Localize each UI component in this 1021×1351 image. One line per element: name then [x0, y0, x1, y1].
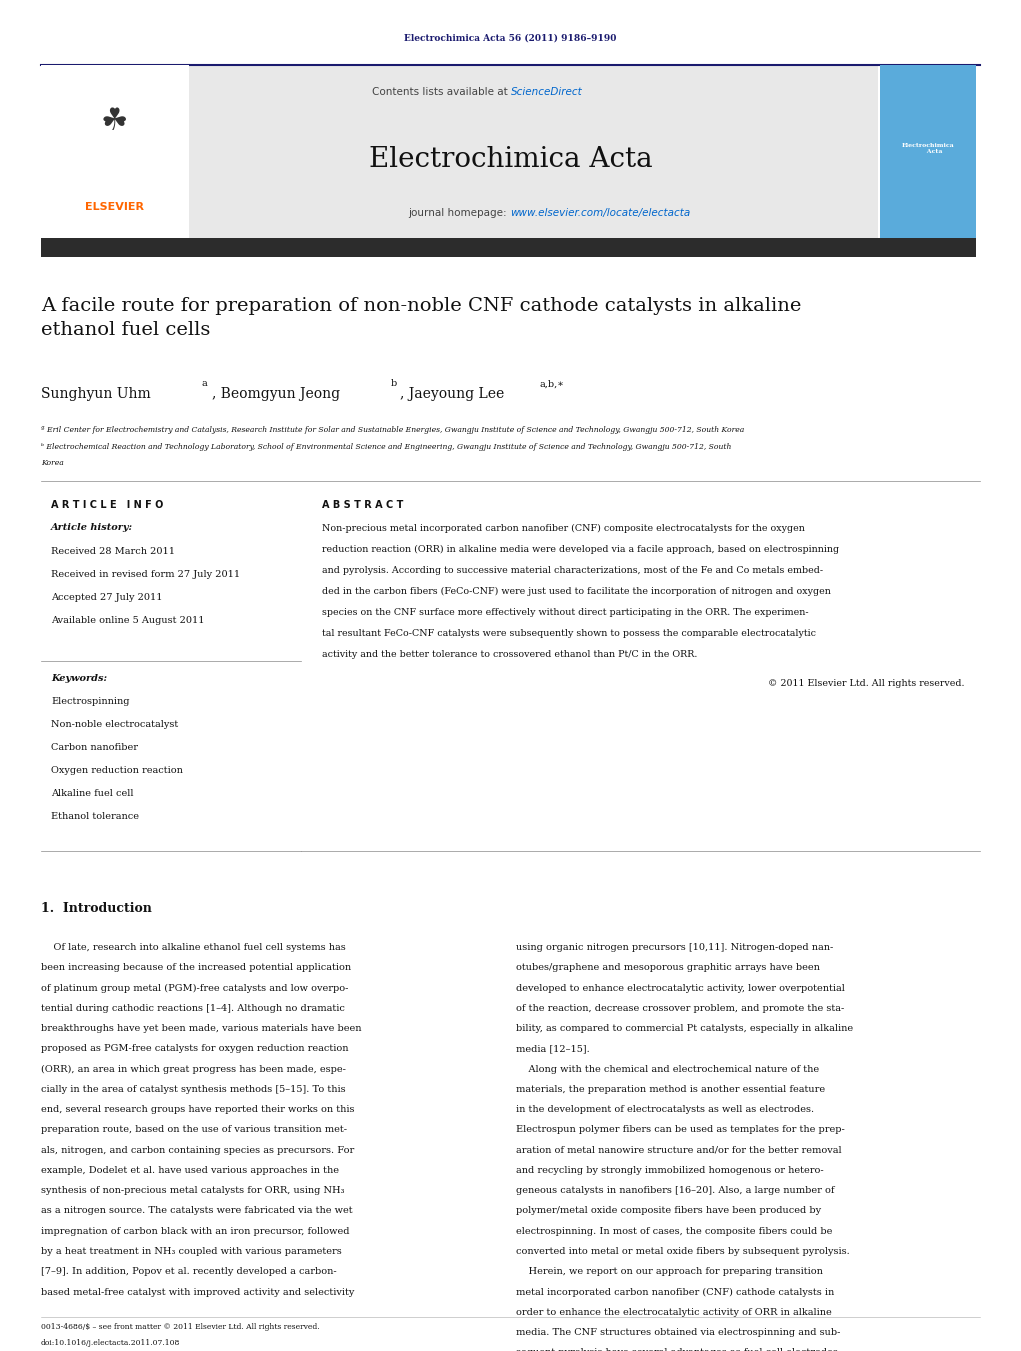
Text: and pyrolysis. According to successive material characterizations, most of the F: and pyrolysis. According to successive m…	[322, 566, 823, 576]
Text: a,b,∗: a,b,∗	[539, 380, 564, 388]
Text: Of late, research into alkaline ethanol fuel cell systems has: Of late, research into alkaline ethanol …	[41, 943, 345, 952]
Text: Non-noble electrocatalyst: Non-noble electrocatalyst	[51, 720, 179, 730]
Text: Accepted 27 July 2011: Accepted 27 July 2011	[51, 593, 162, 603]
Text: Received in revised form 27 July 2011: Received in revised form 27 July 2011	[51, 570, 240, 580]
Text: Herein, we report on our approach for preparing transition: Herein, we report on our approach for pr…	[516, 1267, 823, 1277]
FancyBboxPatch shape	[41, 238, 976, 257]
FancyBboxPatch shape	[41, 65, 189, 240]
Text: Ethanol tolerance: Ethanol tolerance	[51, 812, 139, 821]
Text: species on the CNF surface more effectively without direct participating in the : species on the CNF surface more effectiv…	[322, 608, 809, 617]
Text: Carbon nanofiber: Carbon nanofiber	[51, 743, 138, 753]
Text: using organic nitrogen precursors [10,11]. Nitrogen-doped nan-: using organic nitrogen precursors [10,11…	[516, 943, 833, 952]
Text: 0013-4686/$ – see front matter © 2011 Elsevier Ltd. All rights reserved.: 0013-4686/$ – see front matter © 2011 El…	[41, 1323, 320, 1331]
Text: tential during cathodic reactions [1–4]. Although no dramatic: tential during cathodic reactions [1–4].…	[41, 1004, 345, 1013]
Text: A facile route for preparation of non-noble CNF cathode catalysts in alkaline
et: A facile route for preparation of non-no…	[41, 297, 801, 339]
Text: Received 28 March 2011: Received 28 March 2011	[51, 547, 175, 557]
Text: as a nitrogen source. The catalysts were fabricated via the wet: as a nitrogen source. The catalysts were…	[41, 1206, 352, 1216]
Text: als, nitrogen, and carbon containing species as precursors. For: als, nitrogen, and carbon containing spe…	[41, 1146, 354, 1155]
Text: impregnation of carbon black with an iron precursor, followed: impregnation of carbon black with an iro…	[41, 1227, 349, 1236]
Text: aration of metal nanowire structure and/or for the better removal: aration of metal nanowire structure and/…	[516, 1146, 841, 1155]
Text: a: a	[201, 380, 207, 388]
Text: ☘: ☘	[101, 107, 128, 136]
Text: Along with the chemical and electrochemical nature of the: Along with the chemical and electrochemi…	[516, 1065, 819, 1074]
Text: Keywords:: Keywords:	[51, 674, 107, 684]
Text: Article history:: Article history:	[51, 523, 133, 532]
Text: order to enhance the electrocatalytic activity of ORR in alkaline: order to enhance the electrocatalytic ac…	[516, 1308, 831, 1317]
Text: been increasing because of the increased potential application: been increasing because of the increased…	[41, 963, 351, 973]
Text: Electrochimica Acta 56 (2011) 9186–9190: Electrochimica Acta 56 (2011) 9186–9190	[404, 34, 617, 42]
Text: Sunghyun Uhm: Sunghyun Uhm	[41, 388, 150, 401]
Text: ELSEVIER: ELSEVIER	[85, 201, 144, 212]
Text: preparation route, based on the use of various transition met-: preparation route, based on the use of v…	[41, 1125, 347, 1135]
Text: [7–9]. In addition, Popov et al. recently developed a carbon-: [7–9]. In addition, Popov et al. recentl…	[41, 1267, 337, 1277]
Text: geneous catalysts in nanofibers [16–20]. Also, a large number of: geneous catalysts in nanofibers [16–20].…	[516, 1186, 834, 1196]
Text: of the reaction, decrease crossover problem, and promote the sta-: of the reaction, decrease crossover prob…	[516, 1004, 843, 1013]
Text: and recycling by strongly immobilized homogenous or hetero-: and recycling by strongly immobilized ho…	[516, 1166, 823, 1175]
Text: Electrospun polymer fibers can be used as templates for the prep-: Electrospun polymer fibers can be used a…	[516, 1125, 844, 1135]
Text: Oxygen reduction reaction: Oxygen reduction reaction	[51, 766, 183, 775]
Text: www.elsevier.com/locate/electacta: www.elsevier.com/locate/electacta	[510, 208, 691, 219]
Text: A B S T R A C T: A B S T R A C T	[322, 500, 403, 509]
Text: media [12–15].: media [12–15].	[516, 1044, 589, 1054]
Text: breakthroughs have yet been made, various materials have been: breakthroughs have yet been made, variou…	[41, 1024, 361, 1034]
Text: in the development of electrocatalysts as well as electrodes.: in the development of electrocatalysts a…	[516, 1105, 814, 1115]
Text: example, Dodelet et al. have used various approaches in the: example, Dodelet et al. have used variou…	[41, 1166, 339, 1175]
Text: converted into metal or metal oxide fibers by subsequent pyrolysis.: converted into metal or metal oxide fibe…	[516, 1247, 849, 1256]
Text: ded in the carbon fibers (FeCo-CNF) were just used to facilitate the incorporati: ded in the carbon fibers (FeCo-CNF) were…	[322, 586, 830, 596]
Text: activity and the better tolerance to crossovered ethanol than Pt/C in the ORR.: activity and the better tolerance to cro…	[322, 650, 697, 659]
Text: (ORR), an area in which great progress has been made, espe-: (ORR), an area in which great progress h…	[41, 1065, 346, 1074]
Text: media. The CNF structures obtained via electrospinning and sub-: media. The CNF structures obtained via e…	[516, 1328, 840, 1337]
Text: tal resultant FeCo-CNF catalysts were subsequently shown to possess the comparab: tal resultant FeCo-CNF catalysts were su…	[322, 630, 816, 638]
Text: ScienceDirect: ScienceDirect	[510, 86, 582, 97]
FancyBboxPatch shape	[41, 65, 878, 240]
Text: journal homepage:: journal homepage:	[408, 208, 510, 219]
Text: sequent pyrolysis have several advantages as fuel cell electrodes:: sequent pyrolysis have several advantage…	[516, 1348, 840, 1351]
Text: 1.  Introduction: 1. Introduction	[41, 902, 152, 916]
Text: polymer/metal oxide composite fibers have been produced by: polymer/metal oxide composite fibers hav…	[516, 1206, 821, 1216]
Text: otubes/graphene and mesoporous graphitic arrays have been: otubes/graphene and mesoporous graphitic…	[516, 963, 820, 973]
Text: Electrochimica Acta: Electrochimica Acta	[369, 146, 652, 173]
Text: proposed as PGM-free catalysts for oxygen reduction reaction: proposed as PGM-free catalysts for oxyge…	[41, 1044, 348, 1054]
Text: © 2011 Elsevier Ltd. All rights reserved.: © 2011 Elsevier Ltd. All rights reserved…	[769, 678, 965, 688]
Text: Electrochimica
      Acta: Electrochimica Acta	[902, 143, 955, 154]
Text: doi:10.1016/j.electacta.2011.07.108: doi:10.1016/j.electacta.2011.07.108	[41, 1339, 181, 1347]
FancyBboxPatch shape	[880, 65, 976, 240]
Text: Electrospinning: Electrospinning	[51, 697, 130, 707]
Text: A R T I C L E   I N F O: A R T I C L E I N F O	[51, 500, 163, 509]
Text: Available online 5 August 2011: Available online 5 August 2011	[51, 616, 204, 626]
Text: Non-precious metal incorporated carbon nanofiber (CNF) composite electrocatalyst: Non-precious metal incorporated carbon n…	[322, 524, 805, 534]
Text: developed to enhance electrocatalytic activity, lower overpotential: developed to enhance electrocatalytic ac…	[516, 984, 844, 993]
Text: b: b	[391, 380, 397, 388]
Text: , Jaeyoung Lee: , Jaeyoung Lee	[400, 388, 504, 401]
Text: , Beomgyun Jeong: , Beomgyun Jeong	[212, 388, 340, 401]
Text: electrospinning. In most of cases, the composite fibers could be: electrospinning. In most of cases, the c…	[516, 1227, 832, 1236]
Text: Korea: Korea	[41, 459, 63, 467]
Text: ª Eril Center for Electrochemistry and Catalysis, Research Institute for Solar a: ª Eril Center for Electrochemistry and C…	[41, 426, 744, 434]
Text: cially in the area of catalyst synthesis methods [5–15]. To this: cially in the area of catalyst synthesis…	[41, 1085, 345, 1094]
Text: metal incorporated carbon nanofiber (CNF) cathode catalysts in: metal incorporated carbon nanofiber (CNF…	[516, 1288, 834, 1297]
Text: by a heat treatment in NH₃ coupled with various parameters: by a heat treatment in NH₃ coupled with …	[41, 1247, 342, 1256]
Text: of platinum group metal (PGM)-free catalysts and low overpo-: of platinum group metal (PGM)-free catal…	[41, 984, 348, 993]
Text: synthesis of non-precious metal catalysts for ORR, using NH₃: synthesis of non-precious metal catalyst…	[41, 1186, 344, 1196]
Text: end, several research groups have reported their works on this: end, several research groups have report…	[41, 1105, 354, 1115]
Text: Alkaline fuel cell: Alkaline fuel cell	[51, 789, 134, 798]
Text: ᵇ Electrochemical Reaction and Technology Laboratory, School of Environmental Sc: ᵇ Electrochemical Reaction and Technolog…	[41, 443, 731, 451]
Text: Contents lists available at: Contents lists available at	[372, 86, 510, 97]
Text: based metal-free catalyst with improved activity and selectivity: based metal-free catalyst with improved …	[41, 1288, 354, 1297]
Text: bility, as compared to commercial Pt catalysts, especially in alkaline: bility, as compared to commercial Pt cat…	[516, 1024, 853, 1034]
Text: materials, the preparation method is another essential feature: materials, the preparation method is ano…	[516, 1085, 825, 1094]
Text: reduction reaction (ORR) in alkaline media were developed via a facile approach,: reduction reaction (ORR) in alkaline med…	[322, 544, 838, 554]
